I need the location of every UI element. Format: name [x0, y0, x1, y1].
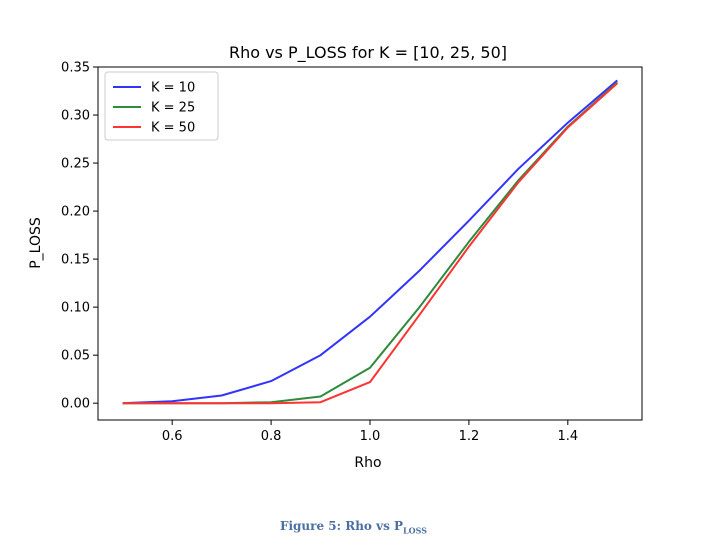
x-axis-label: Rho: [354, 455, 381, 471]
caption-subscript: LOSS: [403, 525, 428, 536]
y-tick-label: 0.15: [61, 253, 90, 268]
x-tick-label: 1.4: [557, 429, 578, 444]
x-tick-label: 0.6: [162, 429, 183, 444]
figure-caption: Figure 5: Rho vs PLOSS: [0, 519, 707, 535]
chart-title: Rho vs P_LOSS for K = [10, 25, 50]: [229, 43, 507, 63]
y-tick-label: 0.25: [61, 157, 90, 172]
legend-label: K = 10: [151, 81, 195, 96]
x-tick-label: 0.8: [261, 429, 282, 444]
y-tick-label: 0.05: [61, 349, 90, 364]
y-tick-label: 0.20: [61, 205, 90, 220]
x-tick-label: 1.0: [360, 429, 381, 444]
y-tick-label: 0.30: [61, 109, 90, 124]
y-tick-label: 0.00: [61, 397, 90, 412]
legend-box: [104, 71, 219, 141]
y-axis-label: P_LOSS: [28, 217, 44, 269]
legend-label: K = 50: [151, 121, 195, 136]
caption-text: Figure 5: Rho vs P: [279, 519, 404, 533]
series-line-k-10: [122, 79, 618, 405]
legend-label: K = 25: [151, 101, 195, 116]
y-tick-label: 0.35: [61, 61, 90, 76]
plot-area: 0.6 0.8 1.0 1.2 1.4 0.00 0.05 0.10 0.15 0.20 0.25 0…: [61, 61, 643, 444]
series-line-k-50: [122, 82, 618, 405]
x-tick-label: 1.2: [459, 429, 480, 444]
y-tick-label: 0.10: [61, 301, 90, 316]
